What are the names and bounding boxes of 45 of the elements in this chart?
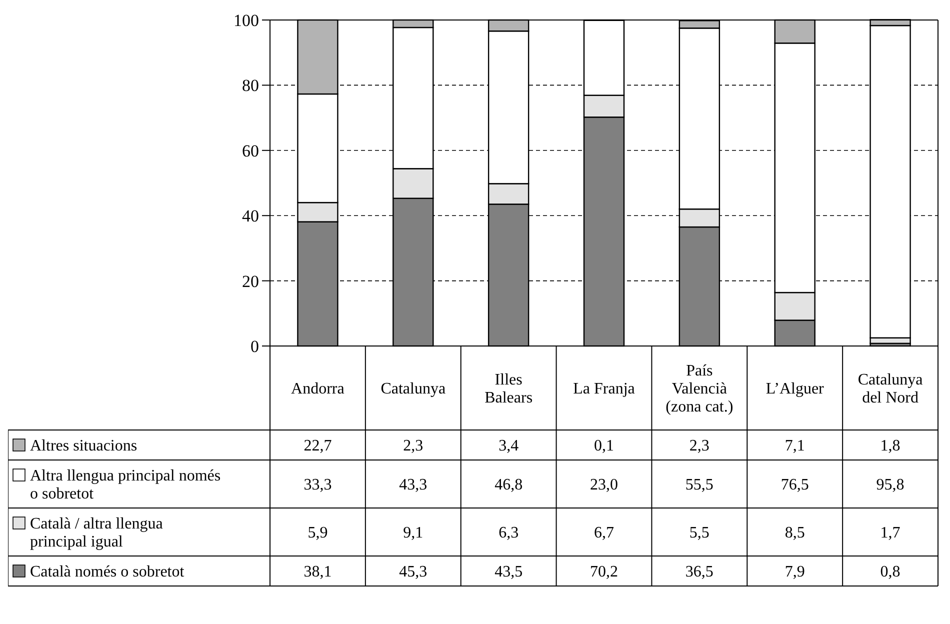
data-label: 1,7: [880, 524, 900, 542]
data-label: 9,1: [403, 524, 424, 542]
data-label: 6,7: [594, 524, 614, 542]
data-label: 0,8: [880, 564, 900, 581]
y-tick-label: 40: [242, 206, 259, 226]
data-label: 5,5: [689, 524, 710, 542]
x-tick-label: Catalunya: [380, 380, 446, 398]
data-label: 8,5: [784, 524, 805, 542]
data-label: 43,5: [494, 564, 523, 581]
data-label: 2,3: [689, 438, 710, 455]
y-tick-label: 0: [250, 336, 259, 356]
y-tick-label: 100: [234, 10, 259, 30]
data-label: 23,0: [590, 476, 618, 494]
y-tick-label: 60: [242, 141, 259, 160]
data-label: 2,3: [403, 438, 424, 455]
data-label: 76,5: [780, 476, 809, 494]
legend-label: Altres situacions: [30, 438, 138, 455]
data-label: 70,2: [590, 564, 618, 581]
data-label: 33,3: [304, 476, 332, 494]
data-label: 45,3: [399, 564, 428, 581]
data-label: 7,1: [784, 438, 805, 455]
data-label: 5,9: [308, 524, 328, 542]
data-label: 6,3: [498, 524, 519, 542]
data-label: 38,1: [304, 564, 332, 581]
x-tick-label: Andorra: [291, 380, 344, 398]
data-label: 3,4: [498, 438, 519, 455]
x-tick-label: Illes Balears: [484, 372, 533, 407]
legend-label: Altra llengua principal només o sobretot: [30, 468, 221, 503]
data-label: 43,3: [399, 476, 428, 494]
x-tick-label: Catalunya del Nord: [858, 372, 923, 407]
x-tick-label: La Franja: [573, 380, 635, 398]
data-label: 7,9: [784, 564, 805, 581]
y-tick-label: 80: [242, 76, 259, 96]
x-tick-label: País Valencià (zona cat.): [666, 362, 734, 416]
legend-label: Català només o sobretot: [30, 564, 185, 581]
data-label: 95,8: [876, 476, 904, 494]
data-label: 46,8: [494, 476, 523, 494]
legend-label: Català / altra llengua principal igual: [30, 516, 163, 551]
data-label: 22,7: [304, 438, 332, 455]
data-label: 1,8: [880, 438, 900, 455]
data-label: 36,5: [685, 564, 714, 581]
y-tick-label: 20: [242, 272, 259, 291]
x-tick-label: L’Alguer: [766, 380, 825, 398]
data-label: 0,1: [594, 438, 614, 455]
data-label: 55,5: [685, 476, 714, 494]
